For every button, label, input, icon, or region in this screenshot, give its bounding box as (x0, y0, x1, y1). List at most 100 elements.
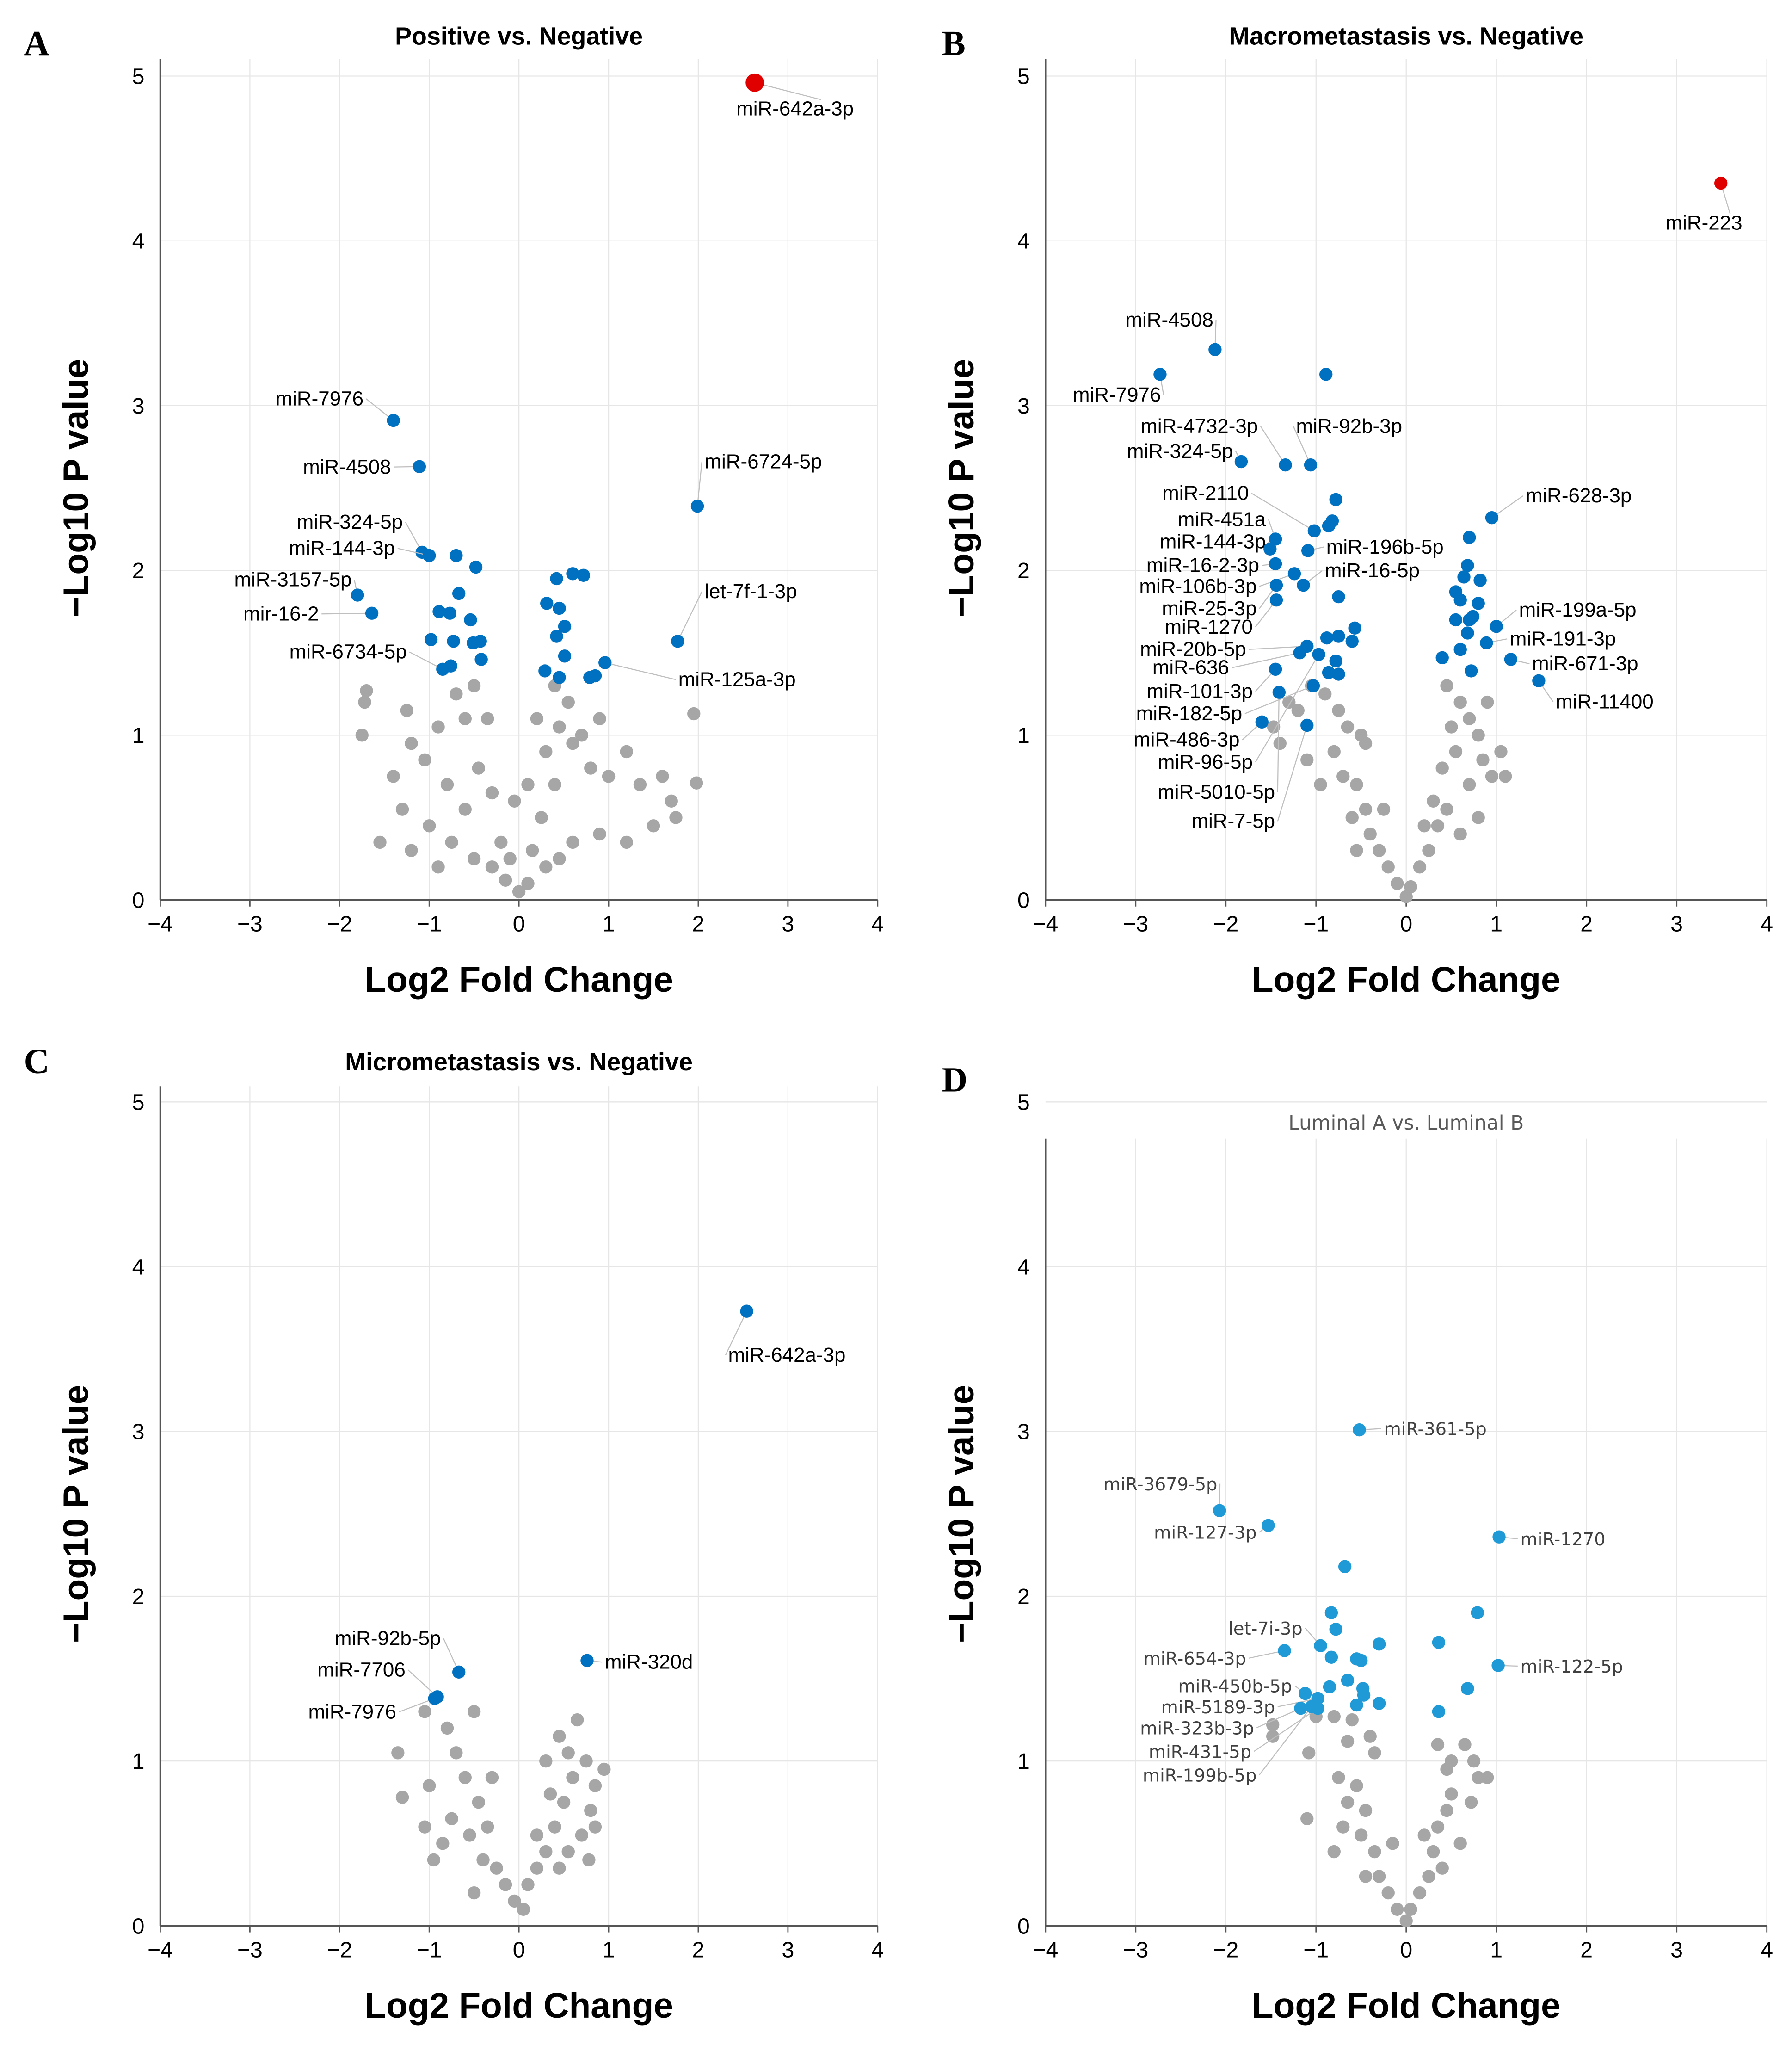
point-not-significant (561, 1746, 575, 1760)
x-tick-label: 2 (1580, 912, 1593, 937)
x-tick-label: 2 (692, 1937, 705, 1962)
leader-line (1254, 1708, 1318, 1752)
y-axis-label: −Log10 P value (56, 1385, 96, 1643)
point-not-significant (584, 761, 597, 775)
point-significant (1272, 686, 1286, 699)
point-significant (1457, 570, 1471, 584)
point-significant (1329, 1623, 1342, 1636)
point-not-significant (579, 1754, 593, 1768)
point-significant (671, 635, 684, 648)
point-significant (387, 414, 400, 427)
x-tick-label: 3 (782, 1937, 794, 1962)
x-tick-label: −1 (1303, 1937, 1329, 1962)
point-not-significant (1404, 1903, 1417, 1916)
leader-line (1260, 426, 1286, 465)
leader-line (1256, 1708, 1301, 1729)
point-not-significant (1327, 1845, 1341, 1859)
point-label: miR-5010-5p (1158, 781, 1275, 803)
point-not-significant (1431, 819, 1445, 833)
point-not-significant (1422, 1870, 1435, 1883)
point-significant (690, 500, 704, 513)
y-tick-label: 5 (1017, 64, 1030, 89)
point-significant (1322, 666, 1336, 679)
point-significant (1287, 567, 1301, 581)
point-not-significant (512, 885, 526, 898)
point-not-significant (436, 1837, 450, 1850)
point-label: miR-3157-5p (234, 568, 352, 591)
point-not-significant (575, 729, 589, 742)
point-significant (1269, 557, 1282, 571)
point-significant (1320, 631, 1334, 645)
point-label: miR-3679-5p (1103, 1474, 1218, 1495)
point-significant (1480, 636, 1493, 650)
x-tick-label: −1 (417, 1937, 442, 1962)
point-significant (1471, 1606, 1484, 1619)
point-not-significant (358, 695, 371, 709)
x-axis-label: Log2 Fold Change (364, 960, 673, 1000)
x-tick-label: 4 (871, 912, 884, 937)
point-label: miR-7976 (276, 387, 363, 410)
x-tick-label: −3 (1123, 912, 1148, 937)
point-not-significant (1427, 794, 1440, 808)
point-significant (428, 1692, 442, 1705)
point-significant (1255, 715, 1269, 729)
point-label: miR-320d (605, 1651, 693, 1674)
point-significant (538, 664, 552, 678)
point-label: miR-122-5p (1520, 1656, 1623, 1677)
leader-line (1232, 652, 1300, 668)
point-significant (740, 1304, 753, 1318)
point-not-significant (467, 1705, 481, 1718)
point-not-significant (1463, 712, 1476, 725)
point-label: miR-106b-3p (1139, 575, 1256, 598)
point-significant (1345, 635, 1359, 648)
point-significant (558, 620, 572, 633)
point-not-significant (1413, 1886, 1427, 1900)
panel-letter: B (942, 24, 966, 63)
point-not-significant (1359, 803, 1373, 816)
point-not-significant (1453, 1837, 1467, 1850)
point-not-significant (656, 770, 669, 783)
point-significant (1492, 1530, 1506, 1544)
leader-line (696, 462, 702, 507)
point-not-significant (1472, 811, 1485, 824)
point-label: miR-450b-5p (1178, 1676, 1292, 1697)
point-label: miR-2110 (1162, 482, 1249, 505)
point-not-significant (620, 745, 634, 759)
point-not-significant (1391, 877, 1404, 890)
point-not-significant (467, 679, 481, 692)
x-axis-label: Log2 Fold Change (364, 1986, 673, 2026)
point-label: miR-196b-5p (1326, 536, 1444, 558)
panel-c: C Micrometastasis vs. Negative −4 −3 −2 −1 0 1 2… (24, 1042, 884, 2026)
point-significant (1269, 662, 1282, 676)
point-not-significant (1449, 745, 1463, 759)
point-not-significant (405, 844, 418, 857)
point-significant (550, 572, 563, 586)
point-not-significant (584, 1804, 597, 1817)
point-not-significant (499, 873, 512, 887)
point-not-significant (1345, 1713, 1359, 1727)
point-not-significant (1341, 1796, 1355, 1809)
point-not-significant (633, 778, 647, 791)
x-tick-label: −3 (1123, 1937, 1148, 1962)
point-label: miR-1270 (1520, 1529, 1605, 1550)
x-tick-label: −2 (327, 912, 352, 937)
point-not-significant (1336, 1820, 1350, 1834)
point-not-significant (1368, 1746, 1381, 1760)
point-significant (1453, 642, 1467, 656)
point-significant (424, 633, 438, 646)
point-not-significant (1363, 827, 1377, 841)
point-label: miR-6724-5p (704, 450, 822, 473)
point-significant (1332, 630, 1345, 643)
point-significant (452, 1665, 466, 1679)
point-not-significant (1381, 1886, 1395, 1900)
point-not-significant (450, 687, 463, 701)
point-not-significant (1381, 860, 1395, 874)
point-not-significant (647, 819, 660, 833)
point-not-significant (485, 1771, 499, 1784)
point-significant (1312, 648, 1325, 661)
point-not-significant (458, 803, 472, 816)
point-significant (450, 549, 463, 562)
point-not-significant (485, 786, 499, 800)
point-not-significant (517, 1903, 530, 1916)
